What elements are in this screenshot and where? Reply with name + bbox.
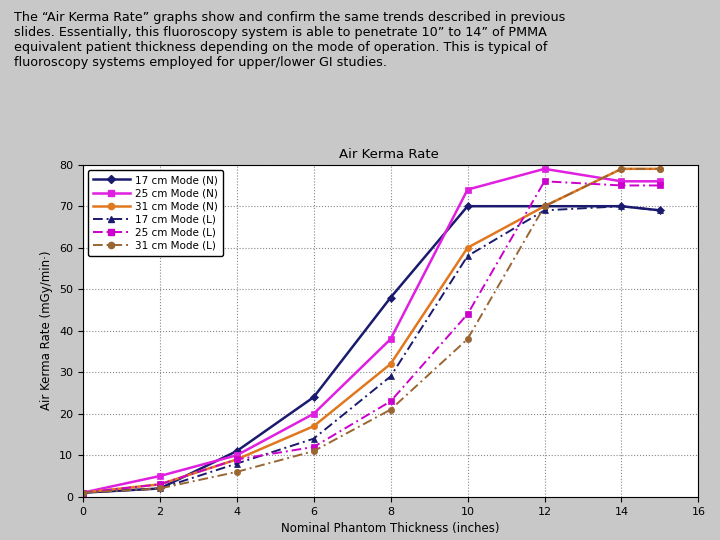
Text: Air Kerma Rate: Air Kerma Rate <box>339 148 438 161</box>
Legend: 17 cm Mode (N), 25 cm Mode (N), 31 cm Mode (N), 17 cm Mode (L), 25 cm Mode (L), : 17 cm Mode (N), 25 cm Mode (N), 31 cm Mo… <box>88 170 223 256</box>
X-axis label: Nominal Phantom Thickness (inches): Nominal Phantom Thickness (inches) <box>282 522 500 535</box>
Text: The “Air Kerma Rate” graphs show and confirm the same trends described in previo: The “Air Kerma Rate” graphs show and con… <box>14 11 566 69</box>
Y-axis label: Air Kerma Rate (mGy/min·): Air Kerma Rate (mGy/min·) <box>40 251 53 410</box>
